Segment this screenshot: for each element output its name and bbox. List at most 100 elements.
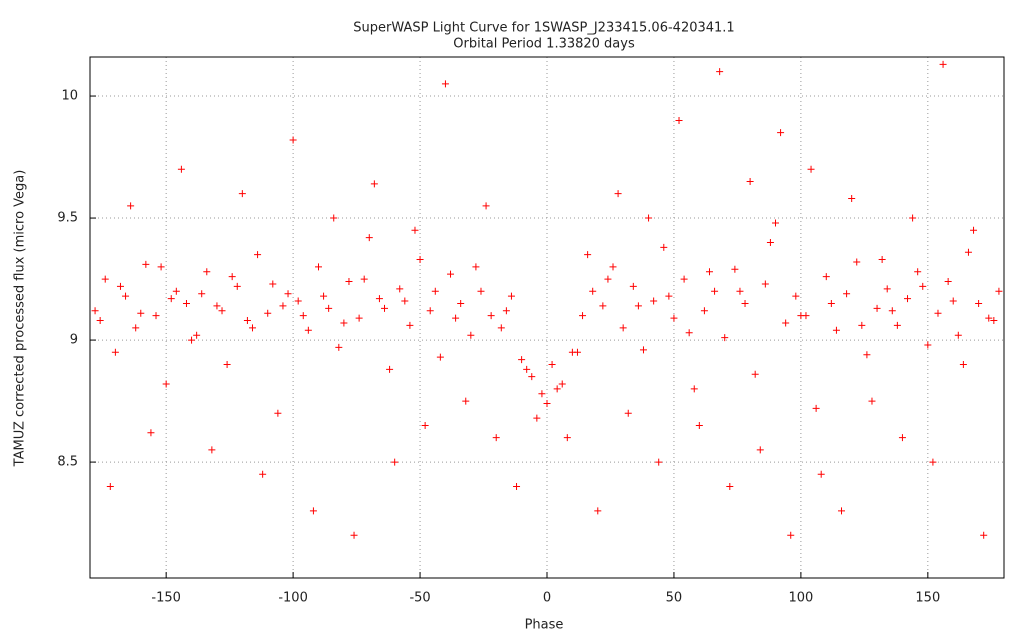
- point: [614, 190, 622, 198]
- point: [919, 282, 927, 290]
- point: [177, 165, 185, 173]
- point: [142, 260, 150, 268]
- point: [558, 380, 566, 388]
- point: [822, 273, 830, 281]
- point: [340, 319, 348, 327]
- point: [447, 270, 455, 278]
- point: [645, 214, 653, 222]
- point: [203, 268, 211, 276]
- point: [243, 317, 251, 325]
- point: [548, 360, 556, 368]
- point: [980, 531, 988, 539]
- y-tick-label: 9: [70, 333, 78, 348]
- point: [655, 458, 663, 466]
- chart-title: SuperWASP Light Curve for 1SWASP_J233415…: [353, 21, 734, 36]
- point: [386, 365, 394, 373]
- x-tick-label: 0: [543, 591, 551, 606]
- point: [533, 414, 541, 422]
- point: [629, 282, 637, 290]
- point: [315, 263, 322, 271]
- point: [817, 470, 825, 478]
- point: [797, 312, 805, 320]
- point: [518, 356, 526, 364]
- point: [325, 304, 333, 312]
- point: [893, 321, 901, 329]
- point: [675, 116, 683, 124]
- point: [492, 434, 500, 442]
- point: [538, 390, 546, 398]
- point: [904, 295, 912, 303]
- point: [238, 190, 246, 198]
- point: [193, 331, 201, 339]
- point: [482, 202, 490, 210]
- point: [883, 285, 891, 293]
- point: [909, 214, 917, 222]
- point: [96, 317, 104, 325]
- point: [934, 309, 942, 317]
- point: [695, 421, 703, 429]
- point: [350, 531, 358, 539]
- point: [375, 295, 383, 303]
- point: [167, 295, 175, 303]
- point: [690, 385, 698, 393]
- x-tick-label: 50: [666, 591, 683, 606]
- point: [858, 321, 866, 329]
- point: [101, 275, 109, 283]
- point: [182, 299, 190, 307]
- point: [401, 297, 409, 305]
- point: [152, 312, 160, 320]
- point: [370, 180, 378, 188]
- point: [751, 370, 759, 378]
- point: [279, 302, 287, 310]
- point: [137, 309, 145, 317]
- point: [528, 373, 536, 381]
- point: [589, 287, 597, 295]
- point: [431, 287, 439, 295]
- point: [269, 280, 277, 288]
- point: [198, 290, 206, 298]
- point: [391, 458, 399, 466]
- point: [497, 324, 505, 332]
- point: [949, 297, 957, 305]
- x-axis-label: Phase: [525, 618, 564, 633]
- point: [792, 292, 800, 300]
- point: [726, 482, 734, 490]
- point: [929, 458, 937, 466]
- point: [233, 282, 241, 290]
- point: [959, 360, 967, 368]
- point: [330, 214, 338, 222]
- point: [360, 275, 368, 283]
- point: [705, 268, 713, 276]
- point: [848, 195, 856, 203]
- point: [507, 292, 515, 300]
- point: [467, 331, 475, 339]
- point: [411, 226, 419, 234]
- plot-frame: [89, 56, 1005, 579]
- point: [294, 297, 302, 305]
- point: [970, 226, 978, 234]
- point: [416, 256, 424, 264]
- marks-layer: [91, 60, 1003, 539]
- point: [924, 341, 932, 349]
- point: [995, 287, 1003, 295]
- point: [609, 263, 617, 271]
- point: [954, 331, 962, 339]
- point: [452, 314, 460, 322]
- point: [147, 429, 155, 437]
- point: [335, 343, 343, 351]
- point: [624, 409, 632, 417]
- point: [513, 482, 521, 490]
- point: [660, 243, 668, 251]
- point: [345, 278, 353, 286]
- point: [421, 421, 429, 429]
- point: [218, 307, 226, 315]
- point: [523, 365, 531, 373]
- point: [441, 80, 449, 88]
- point: [106, 482, 114, 490]
- point: [223, 360, 231, 368]
- point: [665, 292, 673, 300]
- point: [746, 177, 754, 185]
- point: [604, 275, 612, 283]
- point: [650, 297, 658, 305]
